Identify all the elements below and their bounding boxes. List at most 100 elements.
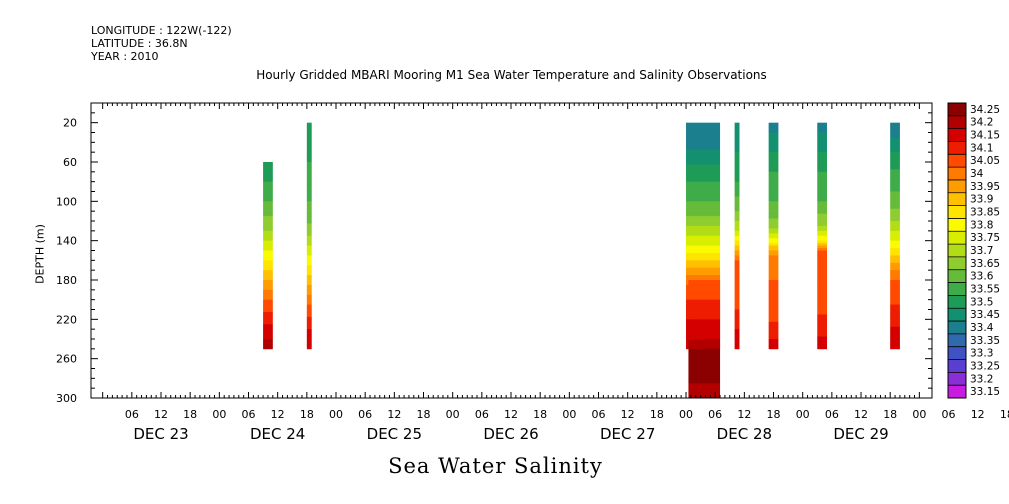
salinity-cell — [306, 248, 312, 251]
salinity-cell — [768, 243, 779, 246]
salinity-cell — [688, 378, 721, 382]
salinity-cell — [768, 181, 779, 185]
salinity-cell — [263, 243, 273, 246]
salinity-cell — [817, 336, 827, 340]
salinity-cell — [306, 203, 312, 207]
salinity-cell — [817, 159, 827, 163]
salinity-cell — [890, 134, 900, 138]
day-tick-label: DEC 27 — [600, 425, 655, 443]
salinity-cell — [817, 265, 827, 269]
salinity-cell — [817, 321, 827, 325]
salinity-cell — [734, 272, 740, 276]
salinity-cell — [768, 336, 779, 340]
chart-title: Hourly Gridded MBARI Mooring M1 Sea Wate… — [256, 68, 767, 82]
day-tick-label: DEC 25 — [367, 425, 422, 443]
salinity-cell — [890, 171, 900, 175]
salinity-cell — [263, 336, 273, 340]
salinity-cell — [817, 196, 827, 200]
salinity-cell — [768, 267, 779, 271]
salinity-cell — [306, 225, 312, 229]
colorbar-label: 33.85 — [970, 207, 1000, 219]
salinity-cell — [263, 270, 273, 274]
salinity-cell — [768, 321, 779, 325]
salinity-cell — [306, 299, 312, 303]
salinity-cell — [890, 144, 900, 148]
salinity-cell — [817, 230, 827, 234]
salinity-cell — [306, 139, 312, 143]
salinity-cell — [734, 292, 740, 296]
salinity-cell — [688, 287, 721, 291]
salinity-cell — [817, 162, 827, 165]
salinity-cell — [263, 304, 273, 308]
salinity-cell — [817, 326, 827, 330]
salinity-cell — [686, 216, 721, 219]
salinity-cell — [686, 189, 721, 192]
salinity-cell — [768, 331, 779, 335]
salinity-cell — [890, 265, 900, 269]
salinity-cell — [768, 272, 779, 276]
salinity-cell — [734, 252, 740, 256]
salinity-cell — [817, 334, 827, 337]
salinity-cell — [734, 284, 740, 288]
salinity-cell — [263, 299, 273, 303]
hour-tick-label: 06 — [242, 408, 256, 421]
salinity-cell — [817, 147, 827, 151]
colorbar-swatch — [948, 115, 966, 129]
salinity-cell — [890, 130, 900, 133]
salinity-cell — [817, 218, 827, 222]
salinity-cell — [768, 252, 779, 256]
colorbar-swatch — [948, 167, 966, 181]
colorbar-label: 33.2 — [970, 373, 993, 385]
salinity-cell — [686, 164, 721, 168]
salinity-cell — [768, 122, 779, 126]
salinity-cell — [263, 324, 273, 328]
salinity-cell — [306, 304, 312, 308]
salinity-cell — [688, 346, 721, 350]
salinity-cell — [768, 125, 779, 128]
salinity-cell — [263, 331, 273, 335]
salinity-cell — [734, 122, 740, 126]
hour-tick-label: 18 — [883, 408, 897, 421]
salinity-cell — [817, 127, 827, 131]
salinity-cell — [734, 127, 740, 131]
salinity-cell — [734, 235, 740, 239]
salinity-cell — [817, 125, 827, 128]
salinity-cell — [734, 304, 740, 308]
salinity-cell — [686, 169, 721, 173]
salinity-cell — [263, 196, 273, 200]
colorbar-label: 33.9 — [970, 194, 993, 206]
salinity-cell — [817, 260, 827, 264]
salinity-cell — [817, 139, 827, 143]
salinity-cell — [817, 238, 827, 242]
salinity-cell — [734, 343, 740, 347]
salinity-cell — [306, 339, 312, 342]
salinity-cell — [688, 351, 721, 355]
salinity-cell — [686, 267, 721, 271]
salinity-cell — [686, 230, 721, 234]
depth-tick-label: 180 — [56, 274, 77, 287]
salinity-cell — [734, 275, 740, 278]
salinity-cell — [768, 213, 779, 217]
colorbar-label: 33.3 — [970, 348, 993, 360]
salinity-cell — [817, 221, 827, 224]
colorbar-label: 33.65 — [970, 258, 1000, 270]
salinity-cell — [768, 309, 779, 313]
salinity-cell — [817, 211, 827, 215]
salinity-cell — [890, 235, 900, 239]
salinity-cell — [734, 164, 740, 168]
salinity-cell — [890, 186, 900, 190]
salinity-cell — [306, 184, 312, 187]
salinity-cell — [768, 223, 779, 227]
hour-tick-label: 06 — [125, 408, 139, 421]
colorbar-label: 33.8 — [970, 219, 993, 231]
salinity-cell — [890, 245, 900, 249]
salinity-cell — [768, 329, 779, 333]
salinity-cell — [817, 142, 827, 146]
salinity-cell — [768, 307, 779, 310]
salinity-cell — [306, 142, 312, 146]
salinity-cell — [734, 321, 740, 325]
salinity-cell — [817, 248, 827, 251]
salinity-cell — [890, 314, 900, 318]
salinity-cell — [890, 203, 900, 207]
salinity-cell — [263, 267, 273, 271]
